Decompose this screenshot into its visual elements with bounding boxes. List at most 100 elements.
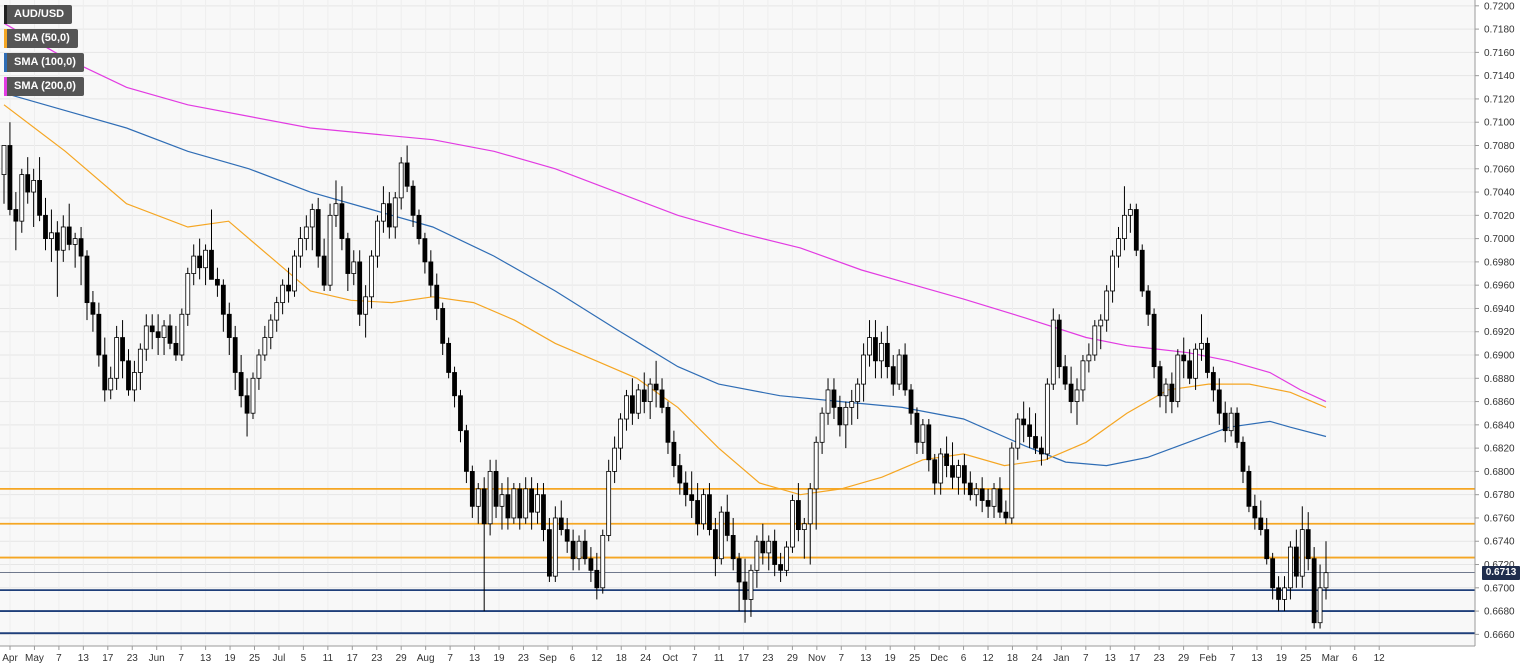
sma-200-swatch: [4, 77, 7, 96]
x-axis-ticks: Apr May 7 13 17 23 Jun 7 13 19 25 Jul 5 11 17 23 29 Aug 7 1…: [2, 646, 1385, 664]
x-tick-label: 23: [371, 653, 383, 664]
x-tick-label: Feb: [1199, 653, 1217, 664]
candle-body: [546, 529, 552, 577]
candle-body: [1288, 546, 1293, 589]
candle-body: [961, 465, 967, 484]
candle-body: [386, 203, 392, 228]
candle-body: [926, 424, 932, 461]
y-tick-label: 0.6980: [1484, 257, 1515, 268]
x-tick-label: 6: [1352, 653, 1358, 664]
candle-body: [843, 406, 849, 426]
candle-body: [493, 471, 499, 507]
candle-body: [511, 488, 517, 519]
candle-body: [280, 284, 286, 304]
candle-body: [1205, 342, 1210, 373]
x-tick-label: 23: [762, 653, 774, 664]
candle-body: [778, 564, 784, 571]
candle-body: [369, 255, 374, 298]
candle-body: [440, 308, 446, 344]
candle-body: [831, 389, 837, 408]
candle-body: [499, 494, 505, 507]
candle-body: [339, 203, 345, 240]
candle-body: [143, 325, 149, 350]
candle-body: [760, 540, 766, 554]
candle-body: [985, 500, 991, 507]
candle-body: [635, 389, 641, 414]
candle-body: [795, 500, 801, 531]
candle-body: [7, 145, 13, 210]
candle-body: [60, 226, 66, 251]
x-tick-label: 7: [56, 653, 62, 664]
candle-body: [363, 296, 369, 315]
candle-body: [624, 395, 629, 420]
candle-body: [209, 249, 214, 280]
candle-body: [315, 209, 321, 257]
candle-body: [126, 360, 131, 391]
candle-body: [1222, 412, 1228, 432]
candle-body: [914, 412, 920, 443]
y-tick-label: 0.6920: [1484, 327, 1515, 338]
candle-body: [1258, 517, 1264, 531]
y-tick-label: 0.6960: [1484, 281, 1515, 292]
candle-body: [1151, 313, 1157, 368]
sma-100-label: SMA (100,0): [14, 56, 76, 68]
candle-body: [1317, 587, 1323, 624]
candle-body: [262, 337, 268, 356]
candle-body: [321, 255, 327, 286]
candle-body: [19, 174, 25, 222]
x-tick-label: 12: [982, 653, 994, 664]
x-tick-label: Jul: [273, 653, 286, 664]
y-tick-label: 0.6700: [1484, 583, 1515, 594]
y-tick-label: 0.7120: [1484, 94, 1515, 105]
candle-body: [137, 348, 143, 373]
candle-body: [345, 238, 351, 274]
y-tick-label: 0.7060: [1484, 164, 1515, 175]
y-tick-label: 0.6820: [1484, 444, 1515, 455]
x-tick-label: 18: [1007, 653, 1019, 664]
candle-body: [452, 372, 457, 397]
candle-body: [469, 471, 475, 507]
candle-body: [49, 232, 54, 240]
candle-body: [701, 494, 706, 525]
candle-body: [197, 255, 203, 269]
y-axis-ticks: 0.7200 0.7180 0.7160 0.7140 0.7120 0.7100 0.70…: [1475, 1, 1515, 641]
candle-body: [392, 197, 398, 228]
candle-body: [458, 395, 463, 432]
candle-body: [807, 488, 813, 525]
sma-100-line: [3, 92, 1327, 467]
candle-body: [256, 354, 262, 379]
y-tick-label: 0.6900: [1484, 351, 1515, 362]
x-tick-label: 11: [323, 653, 334, 664]
candle-body: [404, 162, 410, 187]
candle-body: [736, 558, 742, 583]
candle-body: [529, 488, 535, 513]
plot-background: [0, 0, 1475, 646]
x-tick-label: 13: [469, 653, 481, 664]
x-tick-label: 13: [78, 653, 90, 664]
candle-body: [712, 529, 718, 560]
candle-body: [298, 238, 303, 257]
candle-body: [677, 465, 683, 484]
y-tick-label: 0.7180: [1484, 25, 1515, 36]
candle-body: [1127, 209, 1133, 216]
candle-body: [908, 389, 914, 414]
candle-body: [612, 447, 618, 472]
x-tick-label: 13: [200, 653, 212, 664]
candle-body: [718, 511, 724, 560]
y-tick-label: 0.7000: [1484, 234, 1515, 245]
candle-body: [1080, 360, 1086, 391]
y-tick-label: 0.6840: [1484, 420, 1515, 431]
x-tick-label: 23: [1154, 653, 1166, 664]
candle-body: [1210, 372, 1216, 391]
candle-body: [967, 482, 973, 496]
legend-sma-100: SMA (100,0): [4, 53, 84, 72]
candle-body: [1044, 383, 1050, 455]
candle-body: [932, 459, 938, 484]
candle-body: [1110, 255, 1115, 292]
x-tick-label: 12: [1374, 653, 1386, 664]
x-tick-label: 25: [909, 653, 921, 664]
candle-body: [707, 494, 712, 531]
candle-body: [268, 319, 274, 338]
candle-body: [594, 569, 600, 589]
candle-body: [724, 511, 730, 536]
